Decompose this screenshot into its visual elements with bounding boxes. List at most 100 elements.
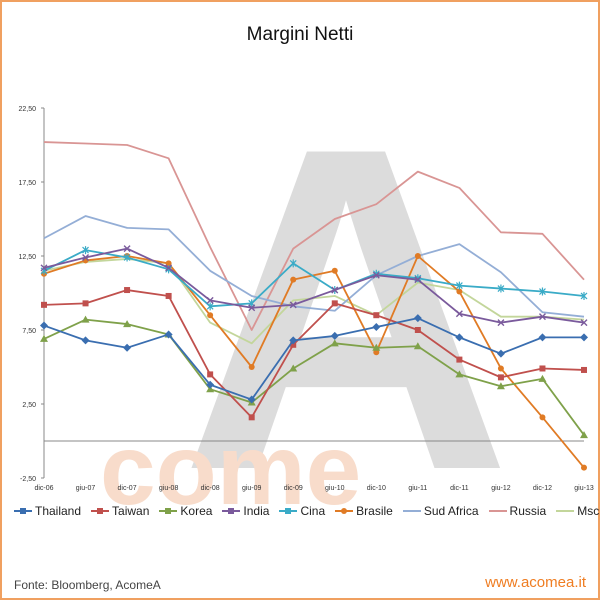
data-point: [82, 300, 89, 307]
x-tick-label: dic-11: [450, 485, 469, 492]
data-point: [372, 343, 381, 351]
legend-item: Thailand: [14, 504, 81, 518]
data-point: [456, 288, 463, 295]
data-point: [413, 314, 422, 323]
data-point: [165, 264, 173, 272]
y-tick-label: 2,50: [22, 402, 36, 409]
data-point: [331, 267, 338, 274]
data-point: [455, 281, 463, 290]
x-tick-label: dic-06: [34, 485, 53, 492]
x-tick-label: giu-07: [76, 485, 96, 492]
legend-item: Brasile: [335, 504, 393, 518]
website-link[interactable]: www.acomea.it: [485, 574, 586, 591]
data-point: [581, 366, 587, 373]
legend-swatch: [556, 510, 575, 512]
data-point: [165, 260, 172, 267]
data-point: [123, 320, 132, 328]
legend-label: Msci Em: [577, 504, 600, 518]
x-tick-label: giu-12: [491, 485, 511, 492]
x-tick-label: dic-09: [284, 485, 303, 492]
data-point: [414, 276, 422, 284]
legend-item: India: [222, 504, 269, 518]
data-point: [289, 259, 297, 268]
legend-label: Cina: [300, 504, 326, 518]
data-point: [414, 253, 421, 259]
series-line-thailand: [43, 317, 584, 401]
data-point: [248, 364, 255, 370]
data-point: [206, 302, 214, 311]
data-point: [538, 333, 547, 342]
legend-label: Thailand: [35, 504, 82, 518]
series-line-korea: [43, 318, 585, 436]
data-point: [207, 371, 214, 378]
legend-item: Cina: [279, 504, 325, 518]
legend-swatch: [335, 508, 354, 514]
series-line-cina: [43, 249, 585, 308]
data-point: [496, 382, 505, 390]
data-point: [580, 333, 588, 342]
chart-title: Margini Netti: [246, 24, 354, 45]
legend-label: Brasile: [356, 504, 393, 518]
data-point: [41, 301, 47, 308]
data-point: [247, 395, 256, 404]
data-point: [82, 253, 90, 261]
legend-item: Msci Em: [556, 504, 600, 518]
series-line-taiwan: [43, 289, 585, 419]
data-point: [497, 284, 505, 293]
watermark-logo-letter: A: [180, 53, 513, 566]
x-tick-label: dic-12: [533, 485, 552, 492]
data-point: [331, 286, 339, 294]
legend-swatch: [222, 508, 241, 514]
data-point: [330, 331, 339, 340]
x-tick-label: dic-10: [367, 485, 386, 492]
data-point: [413, 342, 422, 350]
legend-label: Korea: [180, 504, 213, 518]
series-line-brasile: [43, 255, 585, 469]
data-point: [580, 291, 588, 300]
data-point: [40, 264, 48, 272]
chart-legend: Thailand Taiwan Korea India Cina Brasile Sud A…: [14, 504, 600, 518]
data-point: [538, 313, 546, 321]
legend-swatch: [488, 510, 507, 512]
data-point: [497, 374, 504, 381]
legend-item: Korea: [159, 504, 212, 518]
data-point: [496, 349, 505, 358]
y-tick-label: 7,50: [22, 328, 36, 335]
data-point: [539, 414, 546, 421]
data-point: [123, 253, 131, 262]
data-point: [538, 374, 547, 382]
data-point: [248, 414, 255, 421]
data-point: [289, 301, 297, 309]
data-point: [331, 300, 338, 307]
legend-item: Taiwan: [91, 504, 149, 518]
data-point: [289, 336, 298, 345]
series-line-msci-em: [43, 258, 585, 345]
series-line-russia: [43, 141, 585, 331]
data-point: [81, 315, 90, 323]
data-point: [580, 431, 588, 439]
data-point: [539, 365, 546, 372]
data-point: [497, 319, 505, 327]
legend-label: Sud Africa: [423, 504, 479, 518]
legend-swatch: [279, 508, 298, 514]
data-point: [539, 287, 546, 296]
x-tick-label: giu-10: [325, 485, 345, 492]
data-point: [497, 365, 504, 372]
data-point: [290, 341, 297, 348]
data-point: [372, 323, 381, 332]
legend-swatch: [159, 508, 178, 514]
data-point: [581, 464, 587, 471]
y-tick-label: 22,50: [18, 106, 36, 113]
data-point: [373, 312, 380, 319]
data-point: [207, 312, 214, 319]
data-point: [82, 246, 89, 255]
data-point: [455, 370, 464, 378]
series-line-sud-africa: [43, 215, 585, 318]
legend-swatch: [14, 508, 32, 514]
y-tick-label: -2,50: [20, 476, 36, 483]
data-point: [123, 343, 132, 352]
data-point: [124, 287, 131, 294]
x-tick-label: giu-09: [242, 485, 262, 492]
data-point: [414, 327, 421, 333]
